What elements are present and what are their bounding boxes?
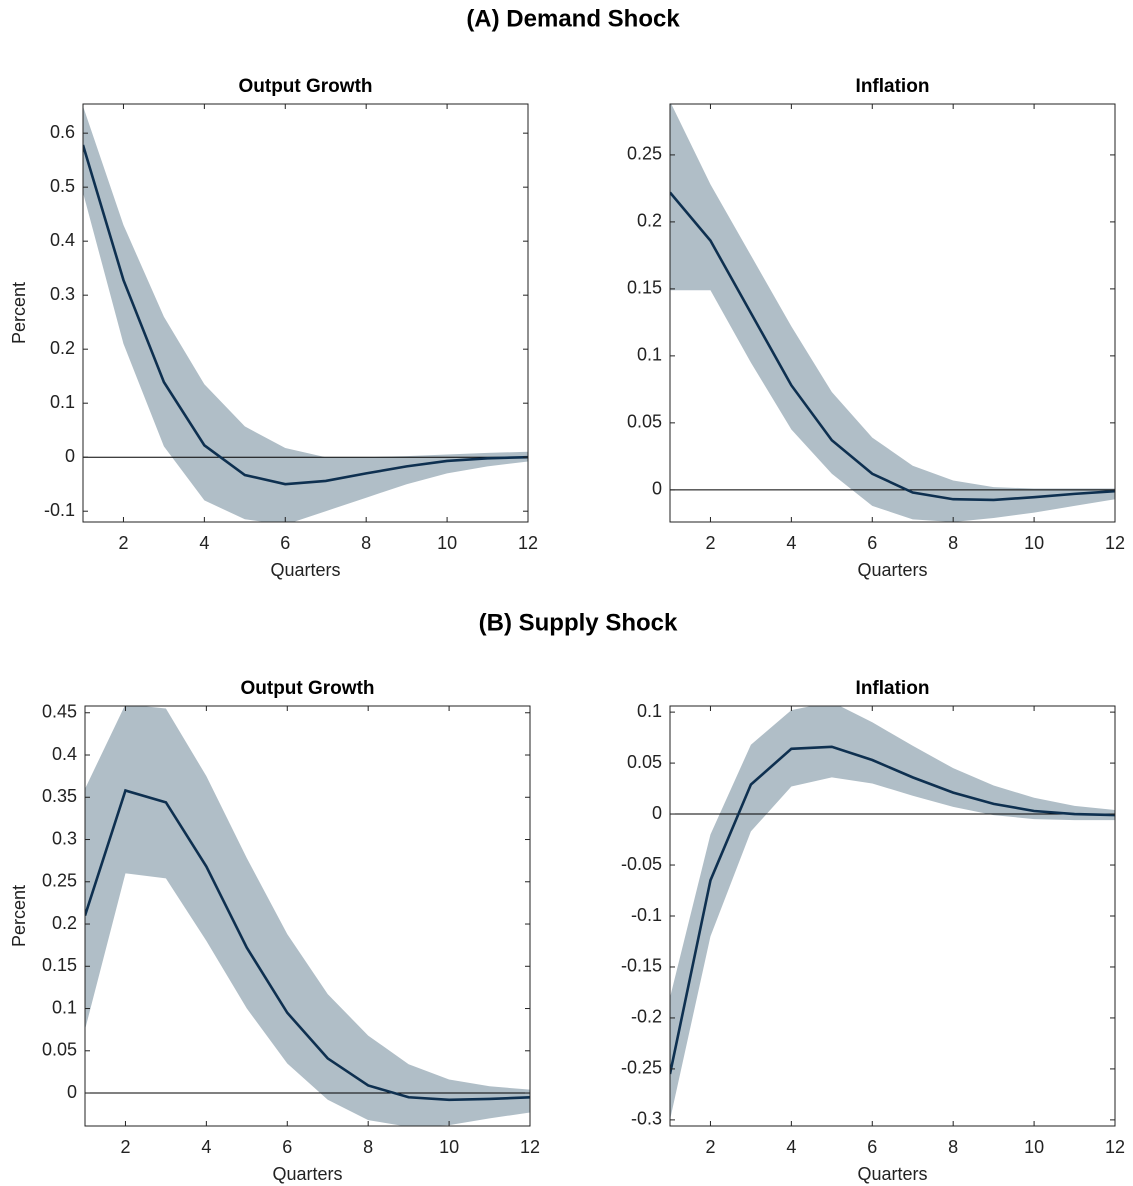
x-tick-label: 2 — [705, 1137, 715, 1157]
y-tick-label: 0.45 — [42, 702, 77, 722]
y-tick-label: 0.05 — [627, 412, 662, 432]
section-heading: (B) Supply Shock — [479, 609, 678, 636]
y-tick-label: 0.2 — [52, 913, 77, 933]
response-line — [670, 745, 1115, 1075]
y-tick-label: -0.25 — [621, 1058, 662, 1078]
y-tick-label: 0.3 — [50, 284, 75, 304]
x-tick-label: 8 — [948, 1137, 958, 1157]
x-tick-label: 4 — [786, 1137, 796, 1157]
y-tick-label: 0.25 — [42, 871, 77, 891]
confidence-band — [83, 106, 528, 522]
x-tick-label: 12 — [1105, 533, 1125, 553]
axes-frame — [84, 705, 531, 1127]
y-tick-label: -0.3 — [631, 1109, 662, 1129]
confidence-band — [85, 706, 530, 1126]
x-tick-label: 8 — [948, 533, 958, 553]
y-tick-label: 0.15 — [627, 278, 662, 298]
y-tick-label: -0.05 — [621, 854, 662, 874]
x-tick-label: 10 — [1024, 1137, 1044, 1157]
confidence-band — [670, 706, 1115, 1120]
y-tick-label: 0.2 — [50, 338, 75, 358]
y-tick-label: -0.1 — [44, 500, 75, 520]
chart-title: Output Growth — [238, 76, 372, 97]
x-axis-label: Quarters — [857, 560, 927, 580]
x-tick-label: 6 — [280, 533, 290, 553]
x-tick-label: 8 — [363, 1137, 373, 1157]
y-tick-label: 0.6 — [50, 122, 75, 142]
y-tick-label: 0.2 — [637, 211, 662, 231]
y-tick-label: 0.1 — [637, 345, 662, 365]
chart-title: Inflation — [856, 76, 930, 97]
x-tick-label: 10 — [437, 533, 457, 553]
chart-title: Inflation — [856, 678, 930, 699]
plot-area — [670, 706, 1115, 1120]
y-tick-label: 0.4 — [50, 230, 75, 250]
chart-title: Output Growth — [240, 678, 374, 699]
y-tick-label: 0 — [65, 446, 75, 466]
x-tick-label: 12 — [520, 1137, 540, 1157]
axes-frame — [82, 103, 529, 523]
x-axis-label: Quarters — [857, 1164, 927, 1184]
x-tick-label: 6 — [867, 1137, 877, 1157]
section-heading: (A) Demand Shock — [466, 5, 680, 32]
y-axis-label: Percent — [9, 282, 29, 344]
y-axis-label: Percent — [9, 885, 29, 947]
x-tick-label: 4 — [199, 533, 209, 553]
y-tick-label: 0.5 — [50, 176, 75, 196]
y-tick-label: 0.1 — [50, 392, 75, 412]
y-tick-label: 0.4 — [52, 744, 77, 764]
plot-area — [670, 104, 1115, 522]
response-line — [83, 144, 528, 486]
x-tick-label: 2 — [118, 533, 128, 553]
response-line — [85, 788, 530, 1102]
x-tick-label: 10 — [1024, 533, 1044, 553]
confidence-band — [670, 104, 1115, 522]
y-tick-label: -0.2 — [631, 1007, 662, 1027]
y-tick-label: 0.25 — [627, 144, 662, 164]
x-axis-label: Quarters — [272, 1164, 342, 1184]
y-tick-label: 0.3 — [52, 828, 77, 848]
x-tick-label: 6 — [282, 1137, 292, 1157]
x-tick-label: 2 — [120, 1137, 130, 1157]
y-tick-label: 0.05 — [42, 1040, 77, 1060]
y-tick-label: 0 — [67, 1082, 77, 1102]
x-tick-label: 6 — [867, 533, 877, 553]
plot-area — [83, 106, 528, 522]
y-tick-label: 0 — [652, 479, 662, 499]
x-tick-label: 10 — [439, 1137, 459, 1157]
x-tick-label: 4 — [201, 1137, 211, 1157]
y-tick-label: 0 — [652, 803, 662, 823]
x-tick-label: 8 — [361, 533, 371, 553]
y-tick-label: -0.1 — [631, 905, 662, 925]
x-tick-label: 2 — [705, 533, 715, 553]
y-tick-label: 0.15 — [42, 955, 77, 975]
axes-frame — [669, 103, 1116, 523]
plot-area — [85, 706, 530, 1126]
x-tick-label: 4 — [786, 533, 796, 553]
x-tick-label: 12 — [1105, 1137, 1125, 1157]
y-tick-label: 0.05 — [627, 752, 662, 772]
y-tick-label: 0.1 — [637, 701, 662, 721]
y-tick-label: 0.35 — [42, 786, 77, 806]
x-tick-label: 12 — [518, 533, 538, 553]
response-line — [670, 191, 1115, 502]
y-tick-label: 0.1 — [52, 997, 77, 1017]
x-axis-label: Quarters — [270, 560, 340, 580]
y-tick-label: -0.15 — [621, 956, 662, 976]
